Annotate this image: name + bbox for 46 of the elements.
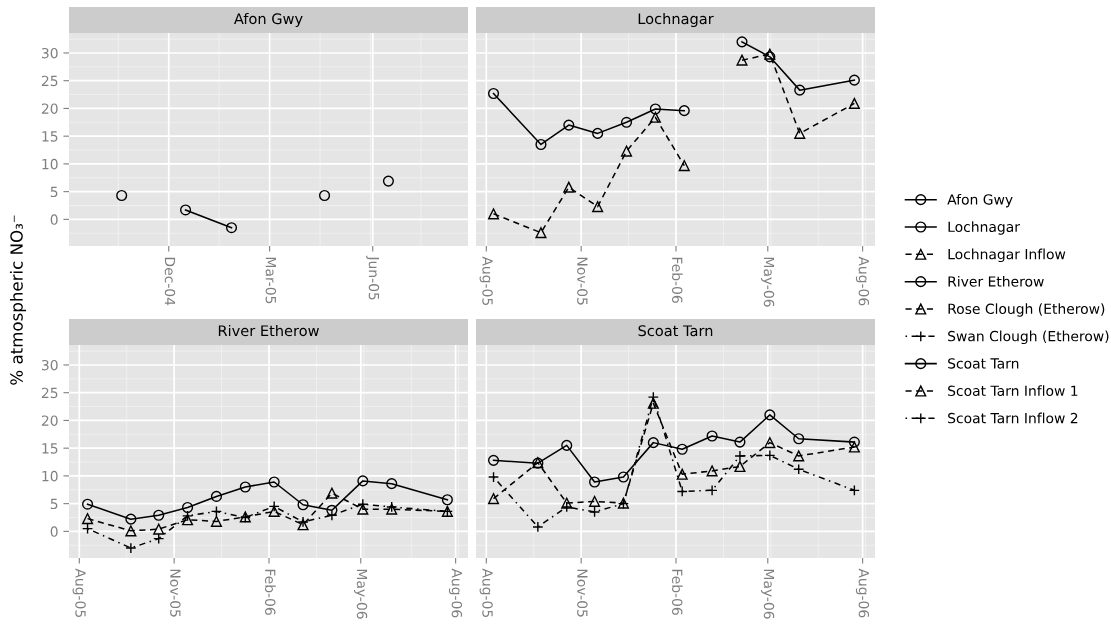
x-tick-label: Aug-06 [448,568,463,618]
y-tick-label: 10 [42,470,58,482]
legend-label: Lochnagar [948,221,1020,235]
legend-label: Scoat Tarn Inflow 2 [948,412,1078,424]
x-tick-label: Aug-05 [72,568,86,618]
x-tick-label: May-06 [354,569,368,619]
text: Scoat Tarn [948,358,1019,369]
text: River Etherow [948,275,1044,287]
text: Scoat Tarn Inflow 1 [948,385,1078,397]
x-tick-label: Feb-06 [671,257,683,303]
y-tick-label: 25 [41,387,58,399]
y-tick-label: 0 [50,526,58,537]
legend-label: Swan Clough (Etherow) [948,330,1109,345]
y-tick-label: 25 [41,75,58,87]
y-tick-label: 10 [42,158,58,170]
y-tick-label: 30 [41,47,58,59]
x-tick-label: Nov-05 [170,569,181,617]
y-tick-label: 20 [41,103,58,114]
chart-title: River Etherow [218,324,319,337]
x-tick-label: Aug-05 [479,256,493,306]
y-tick-label: 30 [41,359,58,371]
x-tick-label: Aug-06 [855,568,870,618]
x-tick-label: Aug-05 [479,568,493,618]
x-tick-label: May-06 [761,257,775,307]
x-tick-label: Nov-05 [577,569,588,617]
y-tick-label: 15 [42,443,58,454]
y-tick-label: 15 [42,131,58,142]
text: Rose Clough (Etherow) [948,303,1105,317]
legend-label: Lochnagar Inflow [948,248,1066,263]
x-tick-label: Aug-06 [855,256,870,306]
x-tick-label: Jun-05 [366,255,380,300]
y-tick-label: 20 [41,415,58,426]
x-tick-label: Feb-06 [671,569,683,615]
x-tick-label: Dec-04 [164,257,176,306]
y-axis-title: % atmospheric NO₃⁻ [9,215,27,385]
x-tick-label: Mar-05 [265,257,277,304]
y-tick-label: 5 [50,498,58,510]
x-tick-label: Feb-06 [264,569,276,615]
chart-title: Scoat Tarn [638,325,713,337]
x-tick-label: May-06 [761,569,775,619]
legend-label: Afon Gwy [947,193,1013,208]
y-tick-label: 0 [50,214,58,225]
x-tick-label: Nov-05 [577,257,588,305]
chart-title: Afon Gwy [233,12,303,28]
y-tick-label: 5 [50,186,58,198]
chart-title: Lochnagar [638,12,714,28]
